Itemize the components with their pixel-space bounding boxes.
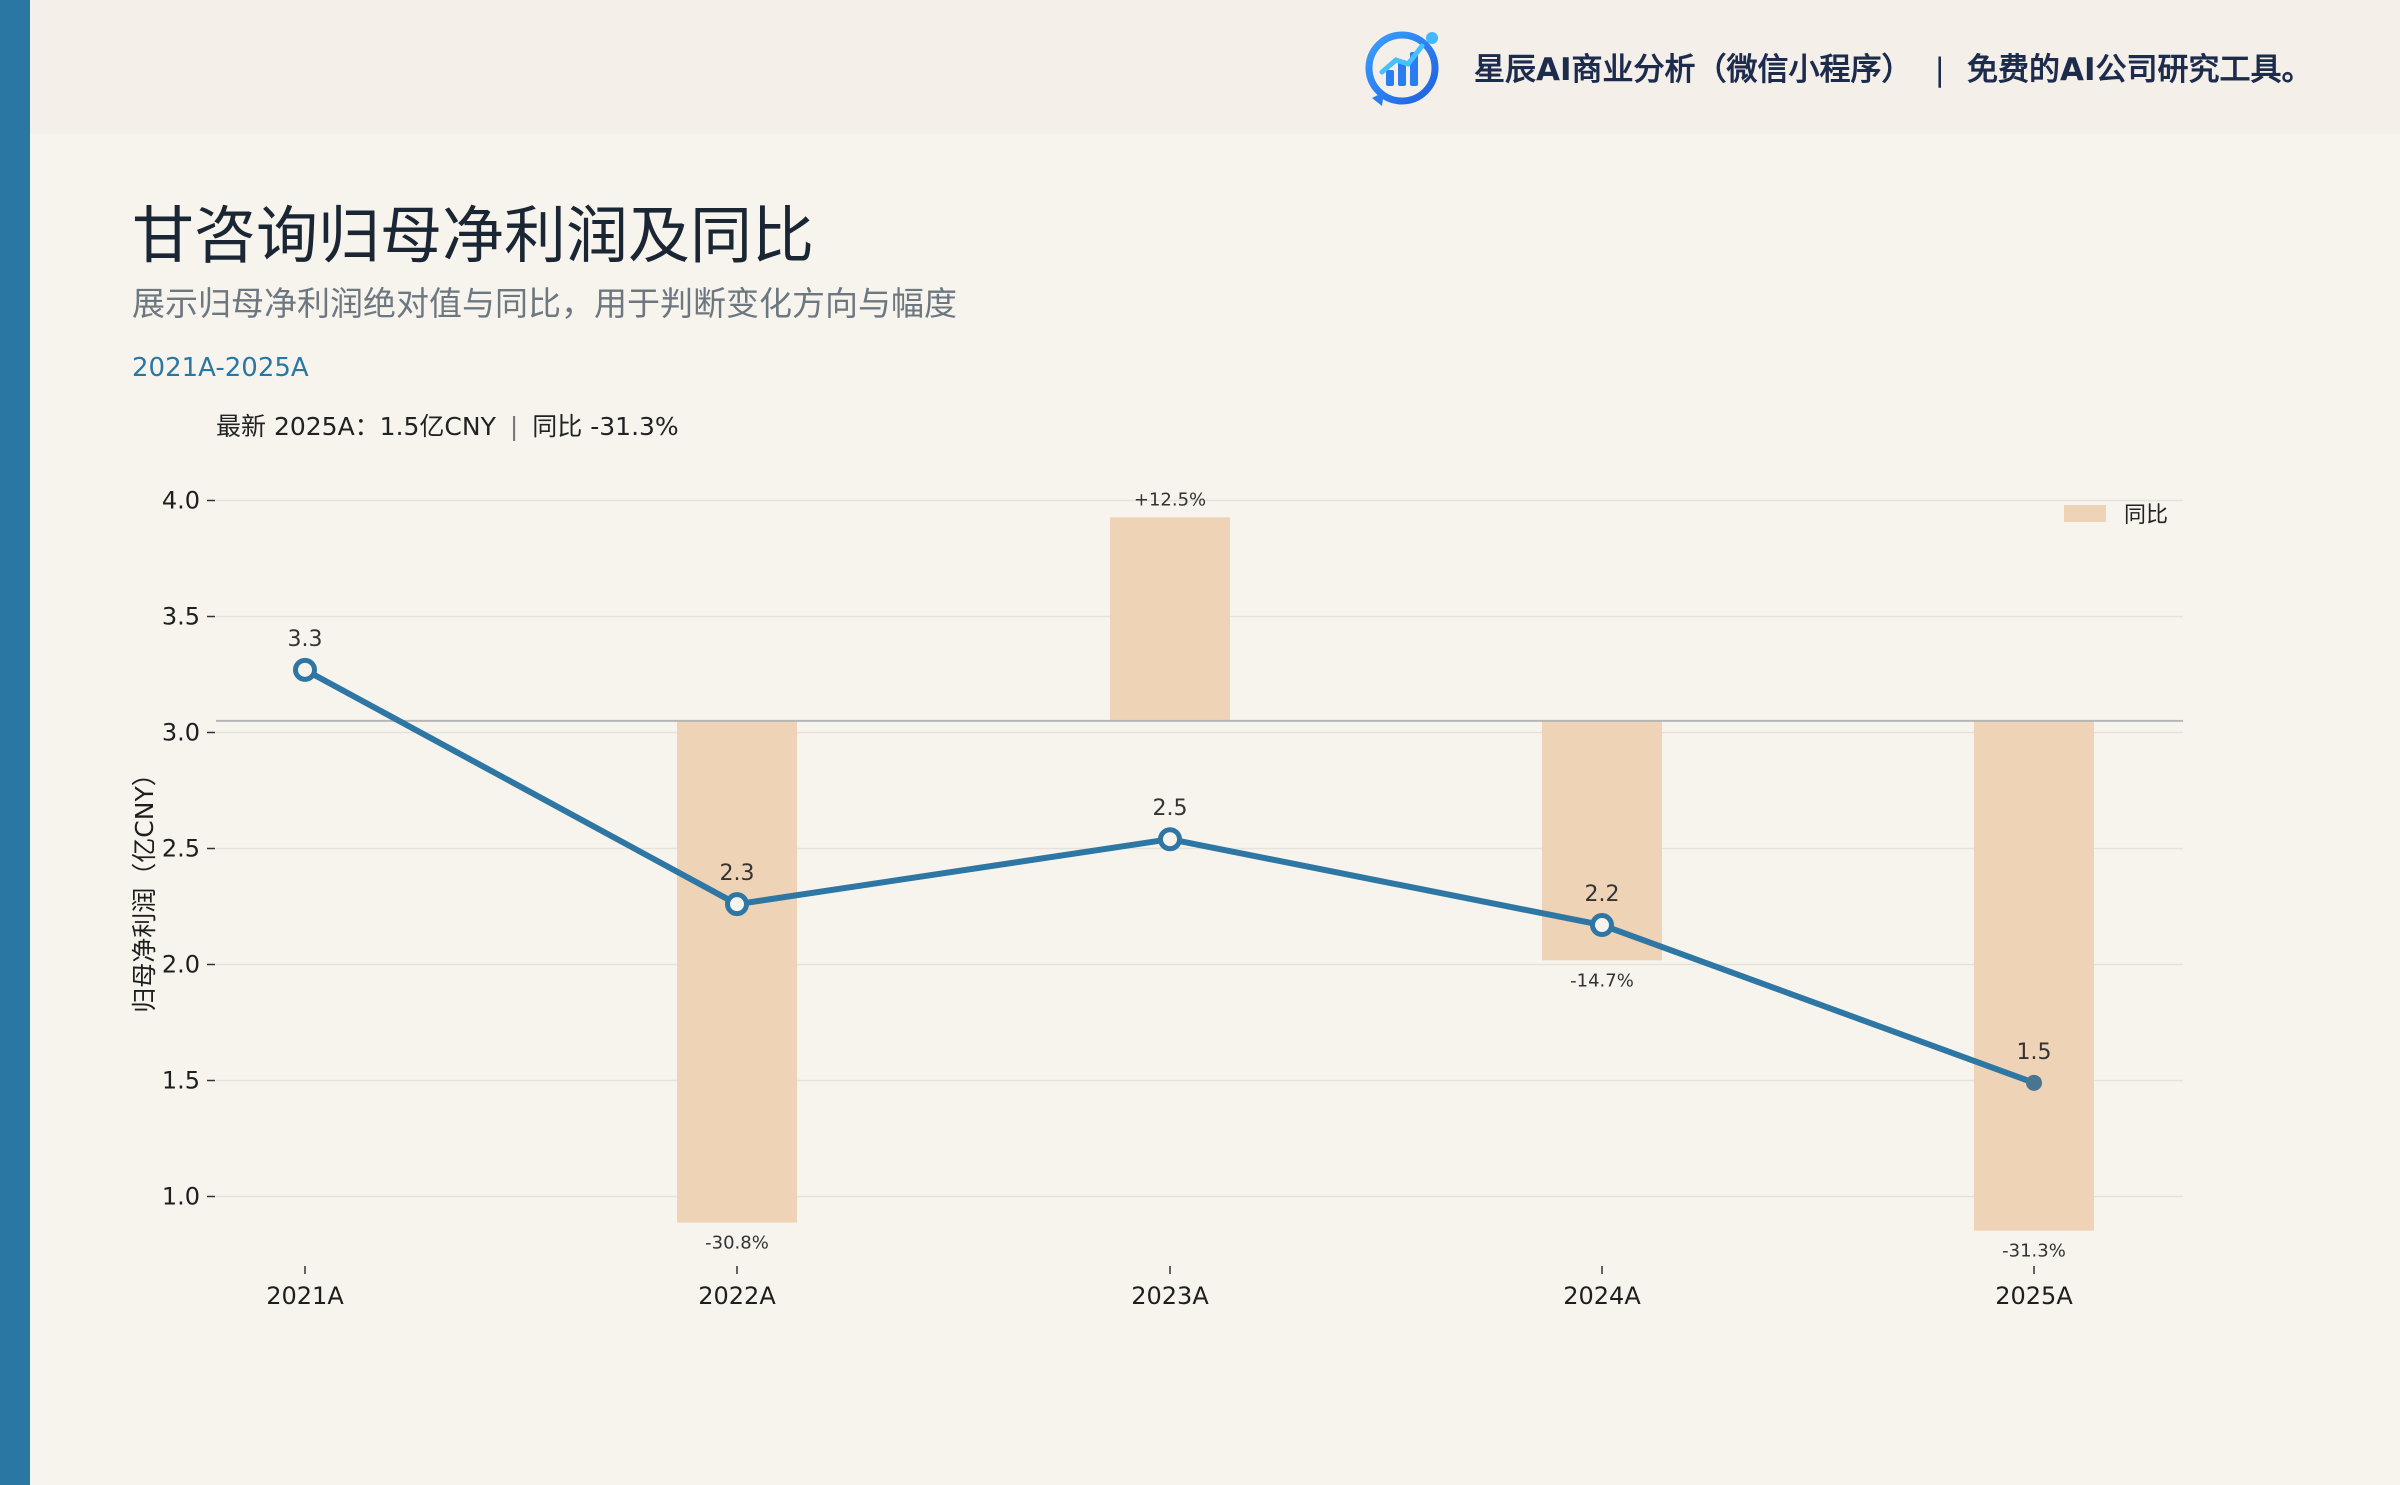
yoy-bar — [677, 720, 797, 1223]
grid-layer — [216, 499, 2183, 1198]
yoy-bar — [1974, 720, 2094, 1231]
data-labels: -30.8% +12.5% -14.7% -31.3% 3.3 2.3 2.5 2.2 1.5 — [288, 489, 2066, 1261]
net-profit-point — [1590, 913, 1614, 938]
x-tick-label: 2023A — [1131, 1282, 1209, 1310]
y-tick-label: 4.0 — [162, 487, 200, 515]
bar-chart-logo-icon — [1365, 31, 1439, 106]
x-tick-label: 2025A — [1995, 1282, 2073, 1310]
legend-swatch-yoy — [2064, 505, 2106, 522]
y-tick-label: 2.5 — [162, 835, 200, 863]
brand-header — [30, 0, 2400, 134]
x-tick-label: 2022A — [698, 1282, 776, 1310]
period-label: 2021A-2025A — [132, 353, 309, 383]
net-profit-point — [293, 657, 317, 682]
yoy-bar-label: -31.3% — [2002, 1241, 2066, 1262]
net-profit-point — [2026, 1074, 2042, 1091]
page-subtitle: 展示归母净利润绝对值与同比，用于判断变化方向与幅度 — [132, 284, 957, 323]
net-profit-data-label: 1.5 — [2017, 1040, 2052, 1065]
axes: 1.0 1.5 2.0 2.5 3.0 3.5 4.0 归母净利润（亿CNY） 2021A 202… — [130, 487, 2073, 1311]
brand-text: 星辰AI商业分析（微信小程序） | 免费的AI公司研究工具。 — [1474, 48, 2313, 92]
yoy-bar-label: +12.5% — [1134, 489, 1206, 510]
left-accent-bar — [0, 0, 30, 1485]
net-profit-data-label: 2.2 — [1585, 882, 1620, 907]
y-tick-label: 3.5 — [162, 603, 200, 631]
latest-value: 最新 2025A：1.5亿CNY — [216, 412, 496, 441]
net-profit-point — [725, 892, 749, 917]
latest-yoy: 同比 -31.3% — [532, 412, 679, 441]
x-tick-label: 2021A — [266, 1282, 344, 1310]
net-profit-data-label: 2.5 — [1153, 796, 1188, 821]
legend-label-yoy: 同比 — [2124, 503, 2168, 528]
net-profit-data-label: 2.3 — [720, 861, 755, 886]
y-tick-label: 3.0 — [162, 719, 200, 747]
yoy-bar — [1110, 517, 1230, 721]
net-profit-data-label: 3.3 — [288, 627, 323, 652]
legend: 同比 — [2064, 503, 2168, 528]
y-tick-label: 2.0 — [162, 951, 200, 979]
y-tick-label: 1.0 — [162, 1183, 200, 1211]
yoy-bar-label: -30.8% — [705, 1233, 769, 1254]
x-tick-label: 2024A — [1563, 1282, 1641, 1310]
page-title: 甘咨询归母净利润及同比 — [132, 199, 815, 272]
yoy-bars — [677, 517, 2094, 1231]
latest-summary: 最新 2025A：1.5亿CNY | 同比 -31.3% — [216, 409, 679, 445]
brand-tagline: 免费的AI公司研究工具。 — [1966, 52, 2313, 88]
y-tick-label: 1.5 — [162, 1067, 200, 1095]
latest-separator: | — [509, 412, 519, 441]
yoy-bar-label: -14.7% — [1570, 970, 1634, 991]
brand-name: 星辰AI商业分析（微信小程序） — [1474, 52, 1913, 88]
net-profit-line-series — [293, 657, 2042, 1091]
y-axis-title: 归母净利润（亿CNY） — [130, 761, 159, 1012]
net-profit-point — [1158, 827, 1182, 852]
brand-separator: | — [1934, 52, 1945, 88]
